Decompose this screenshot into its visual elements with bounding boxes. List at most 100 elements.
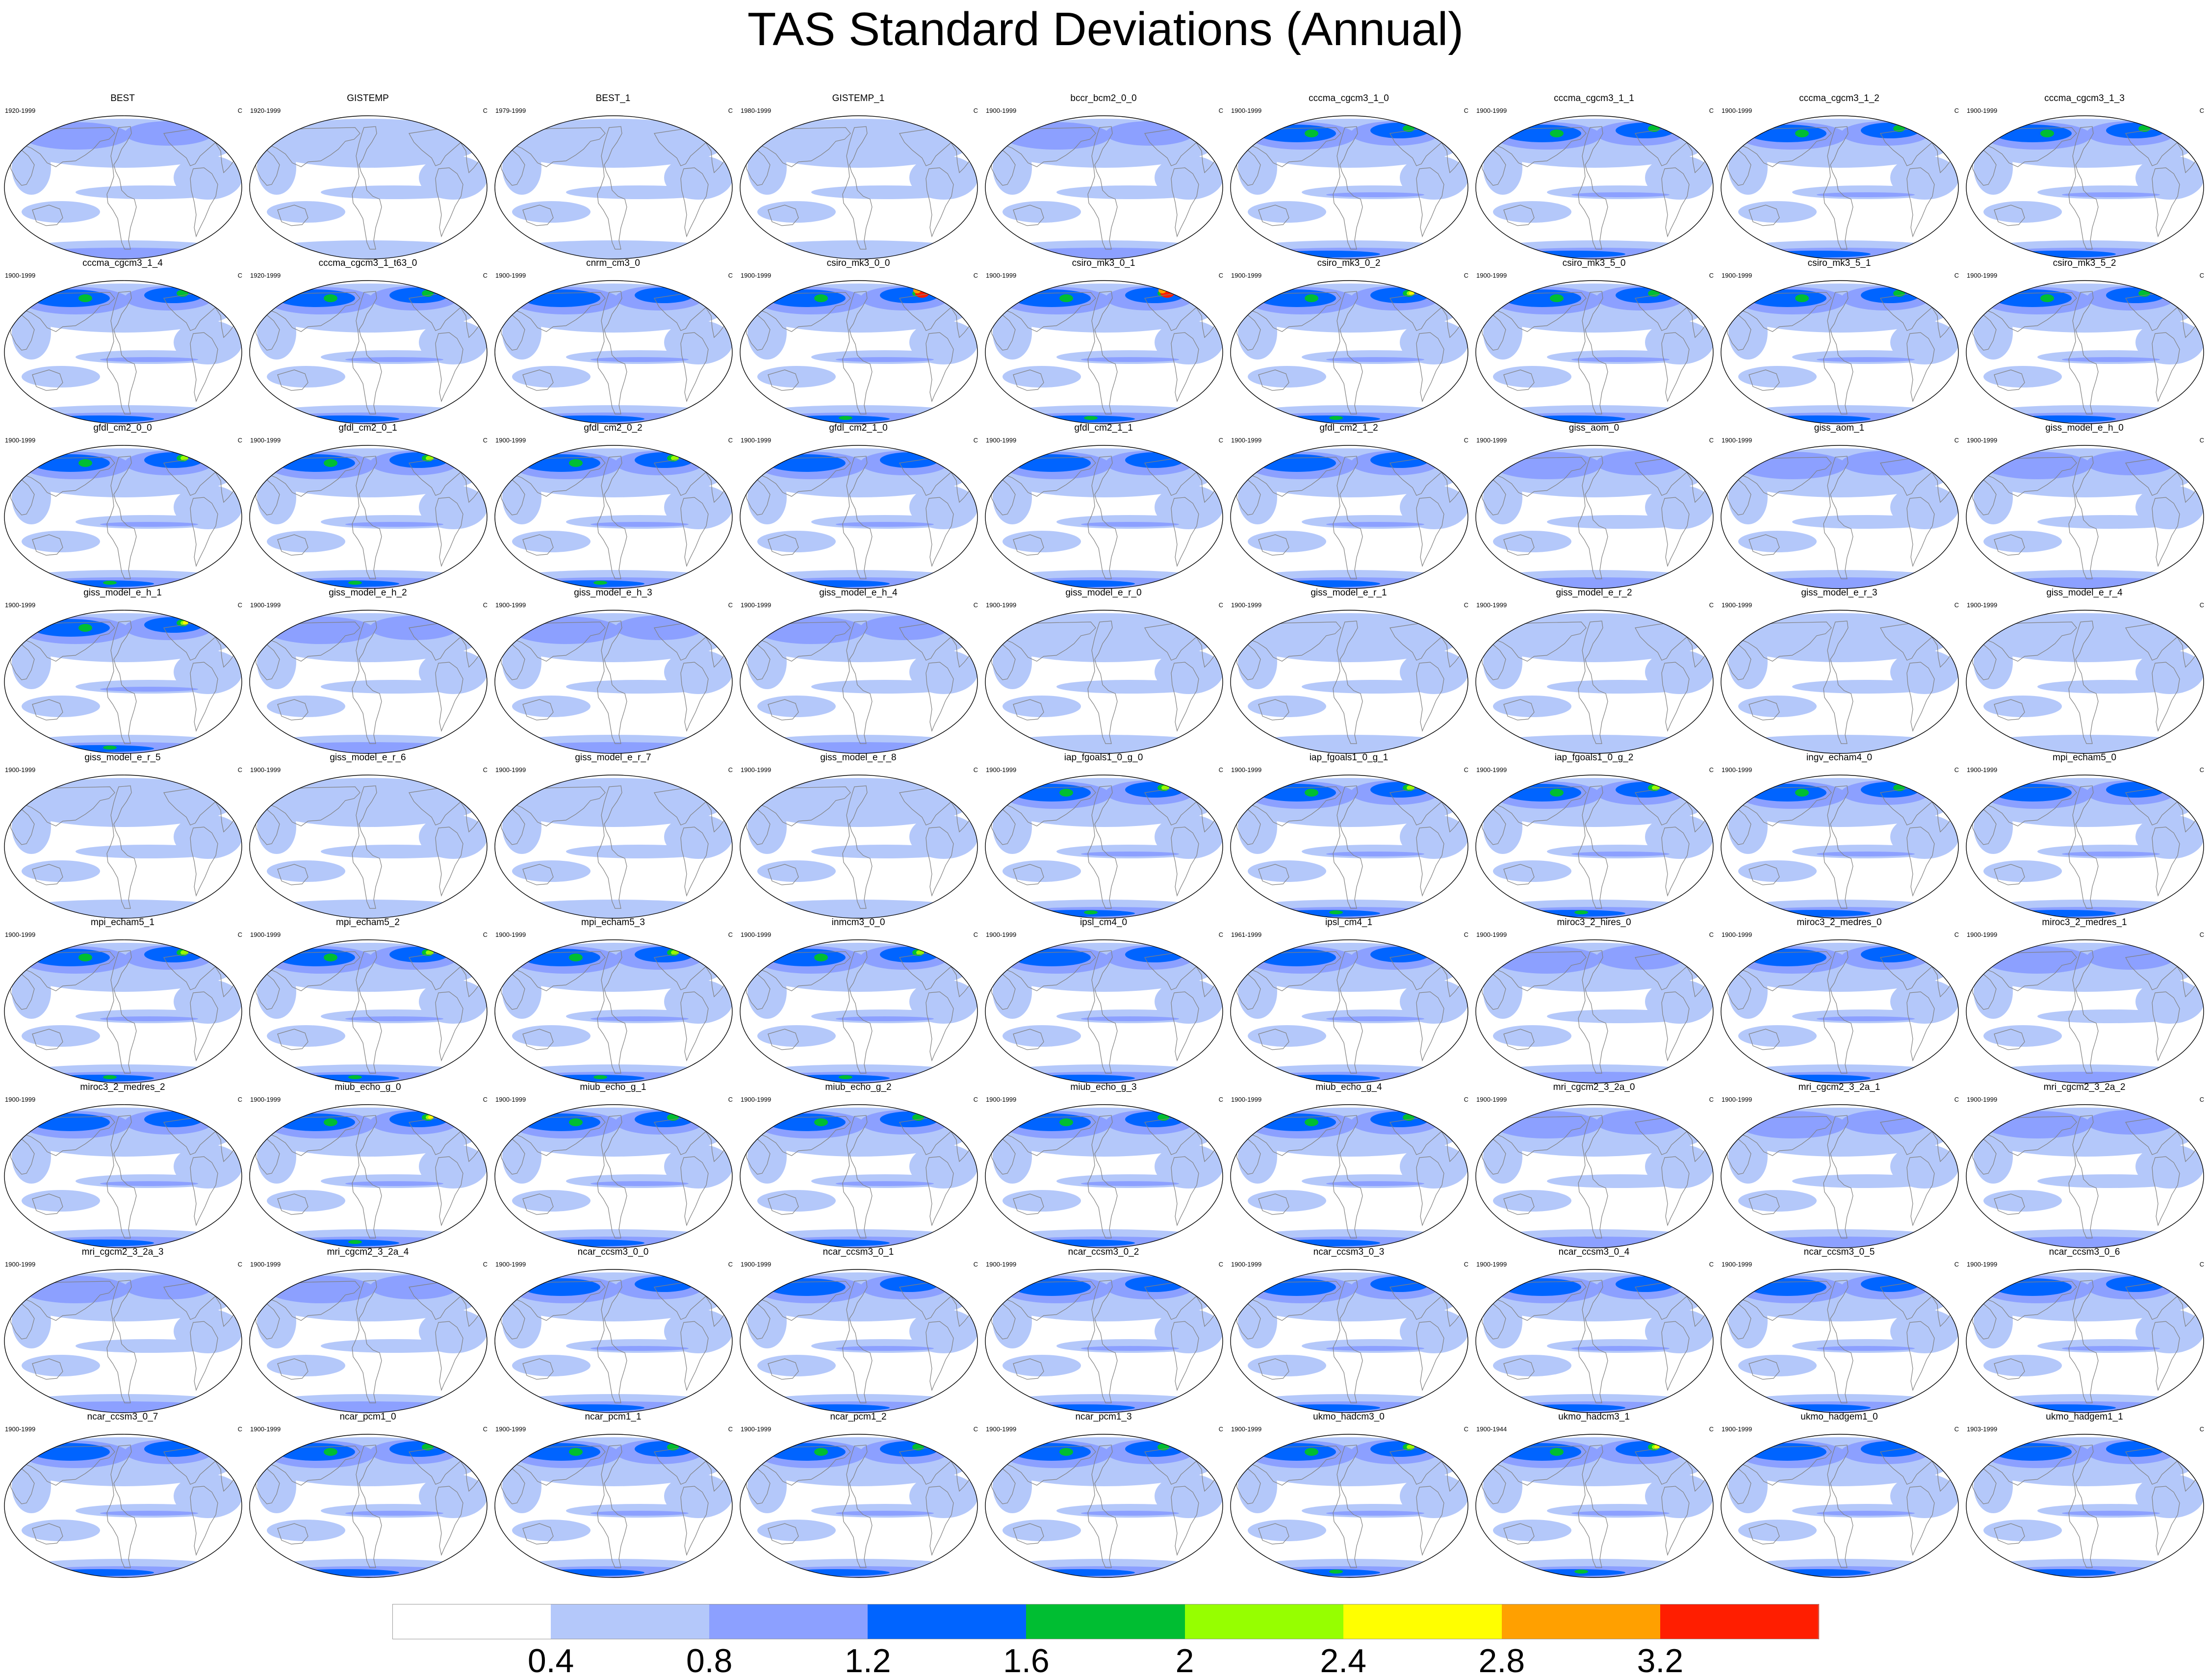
- panel-period: 1900-1944: [1476, 1425, 1507, 1433]
- variability-core: [537, 580, 644, 587]
- continent-outline: [1235, 1138, 1261, 1175]
- variability-band: [502, 1130, 541, 1184]
- continent-outline: [522, 205, 554, 226]
- continent-outline: [1481, 150, 1506, 186]
- variability-core: [1125, 452, 1184, 468]
- globe-map: [249, 775, 488, 919]
- variability-core: [1272, 1075, 1380, 1082]
- variability-band: [1483, 965, 1522, 1019]
- map-panel: mpi_echam5_0 1900-1999 C: [1962, 752, 2207, 922]
- panel-units: C: [1709, 107, 1714, 114]
- continent-outline: [1906, 827, 1935, 897]
- continent-outline: [435, 827, 463, 897]
- variability-core: [2062, 852, 2160, 856]
- globe-map: [740, 1104, 978, 1248]
- continent-outline: [352, 126, 382, 250]
- globe-map: [740, 1434, 978, 1578]
- panel-period: 1900-1999: [1722, 437, 1752, 444]
- variability-band: [1728, 965, 1768, 1019]
- globe-map: [4, 1434, 242, 1578]
- continent-outline: [190, 827, 218, 897]
- continent-outline: [1087, 1445, 1118, 1568]
- globe-border: [494, 1434, 733, 1578]
- continent-outline: [997, 292, 1096, 332]
- variability-band: [993, 1130, 1032, 1184]
- continent-outline: [1978, 951, 2077, 991]
- variability-band: [2135, 980, 2204, 1024]
- continent-outline: [32, 1523, 63, 1545]
- panel-title: mpi_echam5_0: [2053, 752, 2116, 763]
- variability-core: [1748, 1443, 1826, 1461]
- continent-outline: [190, 662, 218, 732]
- panel-period: 1979-1999: [495, 107, 526, 114]
- globe-map: [740, 610, 978, 754]
- panel-title: GISTEMP: [347, 93, 389, 103]
- globe-border: [249, 445, 488, 589]
- panel-title: cnrm_cm3_0: [586, 258, 640, 268]
- variability-band: [1483, 470, 1522, 524]
- globe-map: [1230, 939, 1468, 1084]
- globe-map: [1475, 445, 1714, 589]
- map-panel: iap_fgoals1_0_g_1 1900-1999 C: [1226, 752, 1471, 922]
- continent-outline: [1258, 1029, 1289, 1050]
- continent-outline: [106, 291, 137, 414]
- variability-core: [1272, 1404, 1380, 1411]
- globe-map: [985, 610, 1223, 754]
- panel-period: 1900-1999: [1231, 1096, 1262, 1103]
- continent-outline: [680, 497, 709, 567]
- panel-title: ncar_pcm1_2: [830, 1412, 887, 1422]
- variability-peak: [912, 1114, 924, 1121]
- panel-title: miub_echo_g_2: [825, 1082, 892, 1092]
- variability-band: [1483, 1459, 1522, 1513]
- variability-core: [100, 357, 198, 362]
- variability-core: [1861, 287, 1920, 303]
- variability-band: [664, 1309, 732, 1353]
- globe-border: [4, 115, 242, 259]
- continent-outline: [261, 292, 360, 332]
- variability-core: [522, 1278, 600, 1296]
- continent-outline: [16, 457, 115, 497]
- continent-outline: [1416, 167, 1444, 237]
- variability-band: [747, 635, 787, 689]
- continent-outline: [277, 369, 309, 391]
- globe-border: [1230, 445, 1468, 589]
- panel-title: csiro_mk3_5_0: [1562, 258, 1626, 268]
- variability-core: [2008, 1569, 2116, 1576]
- panel-period: 1900-1999: [5, 437, 36, 444]
- variability-peak: [1795, 129, 1809, 137]
- continent-outline: [255, 974, 280, 1010]
- continent-outline: [990, 809, 1016, 845]
- continent-outline: [926, 1486, 954, 1556]
- globe-border: [1230, 1269, 1468, 1413]
- variability-band: [1974, 306, 2013, 360]
- panel-units: C: [237, 601, 242, 609]
- variability-core: [522, 1443, 600, 1461]
- continent-outline: [745, 644, 771, 680]
- variability-peak: [324, 954, 337, 961]
- continent-outline: [1258, 1523, 1289, 1545]
- panel-units: C: [973, 107, 978, 114]
- variability-band: [909, 485, 977, 529]
- variability-band: [1483, 635, 1522, 689]
- panel-title: mpi_echam5_1: [91, 917, 154, 928]
- continent-outline: [1823, 785, 1853, 909]
- continent-outline: [680, 1156, 709, 1226]
- panel-units: C: [237, 931, 242, 938]
- colorbar-tick-label: 1.6: [1003, 1642, 1050, 1680]
- variability-band: [12, 470, 51, 524]
- map-panel: giss_model_e_h_2 1900-1999 C: [245, 588, 490, 757]
- variability-peak: [1059, 294, 1073, 302]
- panel-units: C: [1954, 272, 1959, 279]
- variability-core: [2062, 1346, 2160, 1351]
- map-panel: ncar_ccsm3_0_3 1900-1999 C: [1226, 1247, 1471, 1417]
- panel-title: mri_cgcm2_3_2a_1: [1798, 1082, 1880, 1092]
- variability-band: [1400, 980, 1468, 1024]
- continent-outline: [1994, 205, 2025, 226]
- variability-peak: [593, 581, 607, 585]
- continent-outline: [768, 1029, 799, 1050]
- continent-outline: [1258, 1193, 1289, 1215]
- map-panel: iap_fgoals1_0_g_0 1900-1999 C: [981, 752, 1226, 922]
- panel-period: 1900-1999: [986, 1261, 1017, 1268]
- panel-period: 1900-1999: [986, 437, 1017, 444]
- panel-units: C: [2199, 1261, 2204, 1268]
